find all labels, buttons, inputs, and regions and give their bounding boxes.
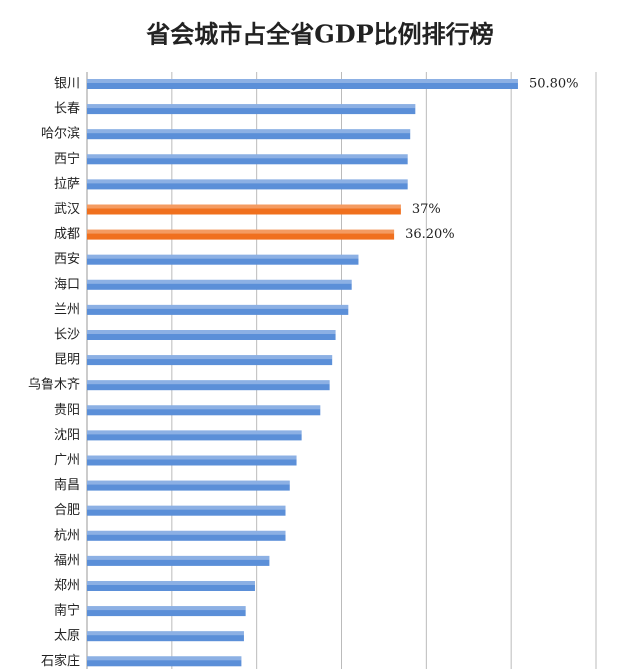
bar-shine (87, 179, 408, 184)
bar (87, 581, 255, 591)
bar-shine (87, 380, 330, 385)
bar-shine (87, 505, 286, 510)
bar-shine (87, 330, 336, 334)
bar (87, 154, 408, 165)
y-tick-label: 郑州 (54, 579, 80, 594)
y-tick-label: 长春 (54, 102, 80, 117)
bar-shine (87, 154, 408, 159)
y-tick-label: 兰州 (54, 302, 80, 317)
bar-shine (87, 204, 401, 209)
bar-shine (87, 79, 518, 83)
y-tick-label: 杭州 (54, 528, 80, 543)
bar (87, 330, 336, 340)
y-tick-label: 乌鲁木齐 (28, 377, 80, 393)
y-tick-label: 西安 (54, 252, 80, 267)
y-tick-label: 银川 (54, 77, 80, 92)
bar (87, 606, 246, 617)
y-tick-label: 昆明 (54, 353, 80, 368)
y-tick-label: 拉萨 (54, 177, 80, 192)
bar (87, 656, 242, 667)
bar-shine (87, 229, 395, 234)
y-tick-label: 石家庄 (41, 653, 80, 669)
bar (87, 530, 286, 541)
bar (87, 304, 349, 315)
bar (87, 480, 290, 491)
y-tick-label: 合肥 (54, 503, 80, 518)
y-tick-label: 西宁 (54, 151, 80, 167)
y-tick-label: 沈阳 (54, 428, 80, 443)
bar (87, 505, 286, 516)
bar (87, 455, 297, 466)
bar (87, 204, 401, 215)
bar (87, 79, 518, 89)
y-tick-label: 海口 (54, 277, 80, 292)
value-label: 36.20% (405, 227, 455, 242)
bar (87, 555, 270, 566)
y-tick-label: 太原 (54, 629, 80, 644)
value-label: 37% (412, 202, 441, 217)
chart-title: 省会城市占全省GDP比例排行榜 (145, 20, 493, 49)
bar (87, 380, 330, 391)
bar-shine (87, 606, 246, 611)
y-tick-label: 南昌 (54, 477, 80, 493)
bar-shine (87, 254, 359, 259)
bar (87, 430, 302, 441)
bar-shine (87, 581, 255, 585)
bar (87, 129, 411, 140)
bar (87, 104, 416, 115)
bar-shine (87, 455, 297, 460)
bar-shine (87, 104, 416, 109)
bar (87, 355, 333, 366)
bar (87, 405, 321, 416)
bar-shine (87, 405, 321, 410)
y-tick-label: 成都 (54, 227, 80, 242)
y-tick-label: 南宁 (54, 603, 80, 619)
bar-shine (87, 430, 302, 435)
y-tick-label: 武汉 (54, 202, 80, 217)
bar-shine (87, 279, 352, 284)
y-tick-label: 广州 (54, 453, 80, 468)
bar (87, 631, 244, 642)
y-tick-label: 长沙 (54, 328, 80, 343)
bar-shine (87, 631, 244, 636)
bar-shine (87, 129, 411, 134)
bar-shine (87, 304, 349, 309)
bar-shine (87, 355, 333, 360)
value-label: 50.80% (529, 77, 579, 92)
bar-shine (87, 555, 270, 560)
bar-shine (87, 530, 286, 535)
bar-shine (87, 480, 290, 485)
bar (87, 229, 395, 240)
bar (87, 254, 359, 265)
bar (87, 179, 408, 190)
y-tick-label: 福州 (54, 553, 80, 568)
bar (87, 279, 352, 290)
y-tick-label: 贵阳 (54, 403, 80, 418)
y-tick-label: 哈尔滨 (41, 126, 80, 142)
bar-shine (87, 656, 242, 661)
